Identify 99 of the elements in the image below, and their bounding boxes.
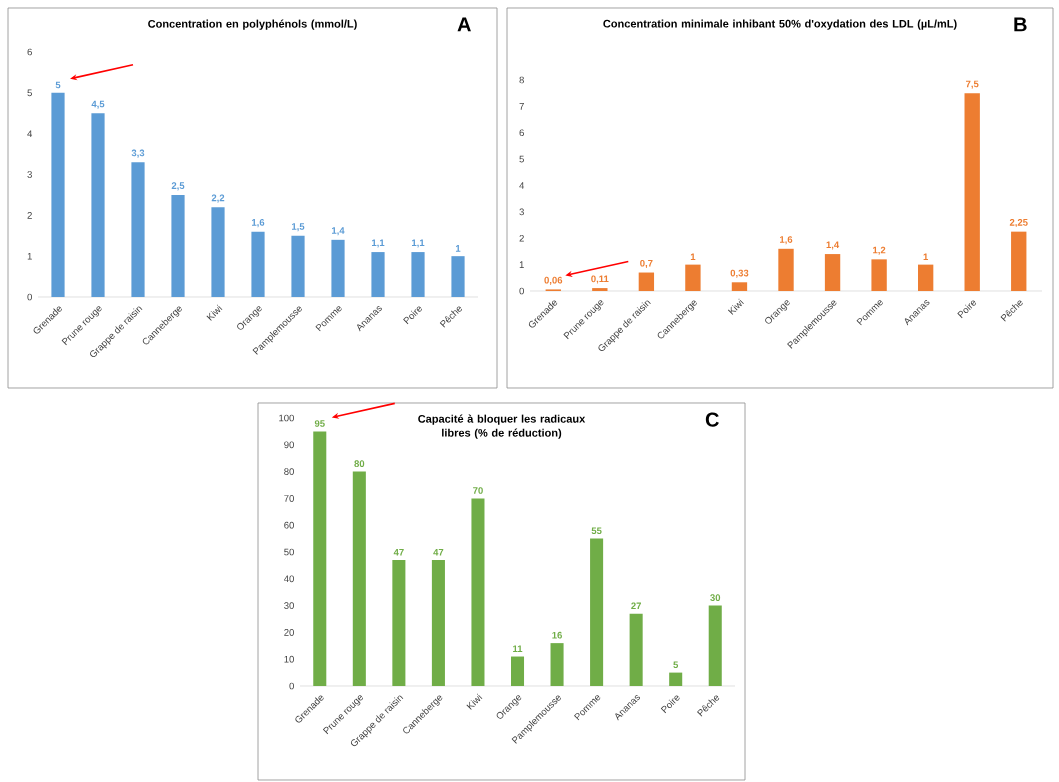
bar (451, 256, 465, 297)
bar (313, 431, 327, 686)
y-tick-label: 6 (519, 129, 524, 137)
bar (471, 498, 485, 686)
data-label: 4,5 (91, 100, 105, 109)
bar (731, 282, 748, 291)
y-tick-label: 3 (27, 171, 32, 178)
bar (510, 656, 525, 686)
bar (91, 113, 105, 297)
bar (291, 235, 305, 297)
bar (131, 162, 145, 297)
bar (685, 264, 701, 291)
data-label: 16 (552, 631, 562, 639)
data-label: 1,4 (332, 227, 345, 236)
bar (1011, 231, 1027, 291)
y-tick-label: 3 (519, 208, 524, 216)
data-label: 55 (591, 527, 602, 535)
chart-title: Capacité à bloquer les radicaux libres (% de réduction) (418, 414, 586, 439)
data-label: 1,6 (252, 219, 265, 228)
bar (171, 194, 185, 297)
data-label: 1,5 (292, 223, 305, 232)
data-label: 0,33 (730, 269, 749, 278)
data-label: 47 (433, 548, 444, 556)
bar (824, 254, 841, 291)
data-label: 1 (690, 253, 696, 261)
y-tick-label: 10 (284, 655, 294, 663)
data-label: 7,5 (966, 80, 979, 89)
bar (431, 560, 445, 686)
bar (550, 643, 564, 686)
bar (871, 259, 887, 291)
data-label: 1,2 (873, 246, 886, 255)
data-label: 1 (923, 253, 929, 261)
y-tick-label: 4 (27, 130, 33, 137)
bar (590, 538, 604, 686)
data-label: 1,4 (826, 241, 840, 250)
data-label: 11 (513, 645, 523, 652)
data-label: 0,06 (544, 276, 563, 285)
y-tick-label: 60 (284, 521, 294, 529)
data-label: 2,25 (1009, 219, 1028, 228)
y-tick-label: 6 (27, 48, 32, 56)
data-label: 5 (55, 81, 61, 89)
data-label: 0,11 (591, 275, 609, 284)
data-label: 1,6 (780, 236, 793, 245)
y-tick-label: 50 (284, 548, 294, 556)
y-tick-label: 1 (519, 261, 524, 268)
y-tick-label: 1 (27, 252, 32, 260)
bar (964, 93, 980, 291)
data-label: 2,5 (171, 182, 185, 191)
bar (669, 672, 683, 686)
y-tick-label: 8 (519, 76, 524, 84)
bar (51, 92, 65, 297)
bar (331, 239, 345, 297)
data-label: 1,1 (412, 239, 425, 248)
bar (411, 252, 425, 297)
bar (352, 471, 366, 686)
x-tick-label: Kiwi (727, 298, 744, 315)
text: B (1014, 17, 1027, 32)
y-tick-label: 40 (283, 575, 294, 583)
y-tick-label: 90 (284, 441, 294, 449)
data-label: 47 (393, 548, 404, 556)
data-label: 27 (631, 602, 642, 610)
y-tick-label: 4 (519, 182, 525, 189)
chart-title: Concentration en polyphénols (mmol/L) (148, 19, 357, 30)
data-label: 95 (314, 420, 325, 427)
data-label: 80 (354, 460, 365, 468)
bar (211, 207, 225, 297)
bar (638, 272, 655, 291)
y-tick-label: 70 (284, 495, 294, 502)
bar (778, 248, 794, 291)
data-label: 70 (473, 487, 483, 494)
bar (592, 288, 608, 291)
y-tick-label: 0 (519, 287, 524, 295)
data-label: 0,7 (640, 259, 653, 268)
data-label: 1 (455, 245, 461, 252)
data-label: 30 (710, 594, 721, 602)
bar (392, 560, 406, 686)
data-label: 5 (673, 661, 679, 669)
y-tick-label: 0 (289, 682, 294, 690)
y-tick-label: 5 (519, 155, 524, 163)
annotation: C (705, 412, 719, 427)
y-tick-label: 30 (284, 602, 294, 609)
y-tick-label: 2 (27, 212, 32, 219)
data-label: 3,3 (131, 149, 145, 158)
text: A (457, 17, 471, 32)
y-tick-label: 80 (284, 468, 294, 475)
bar (629, 613, 643, 686)
y-tick-label: 100 (279, 414, 294, 422)
bar (251, 231, 265, 297)
bar (708, 605, 722, 686)
y-tick-label: 7 (519, 103, 524, 110)
y-tick-label: 5 (27, 89, 32, 97)
data-label: 1,1 (372, 239, 385, 248)
bar (917, 264, 934, 291)
chart-title: Concentration minimale inhibant 50% d'oxydation des LDL (µL/mL) (603, 19, 957, 30)
y-tick-label: 0 (27, 293, 32, 301)
data-label: 2,2 (211, 194, 225, 203)
y-tick-label: 2 (519, 234, 524, 242)
bar (371, 252, 385, 297)
y-tick-label: 20 (284, 629, 294, 636)
